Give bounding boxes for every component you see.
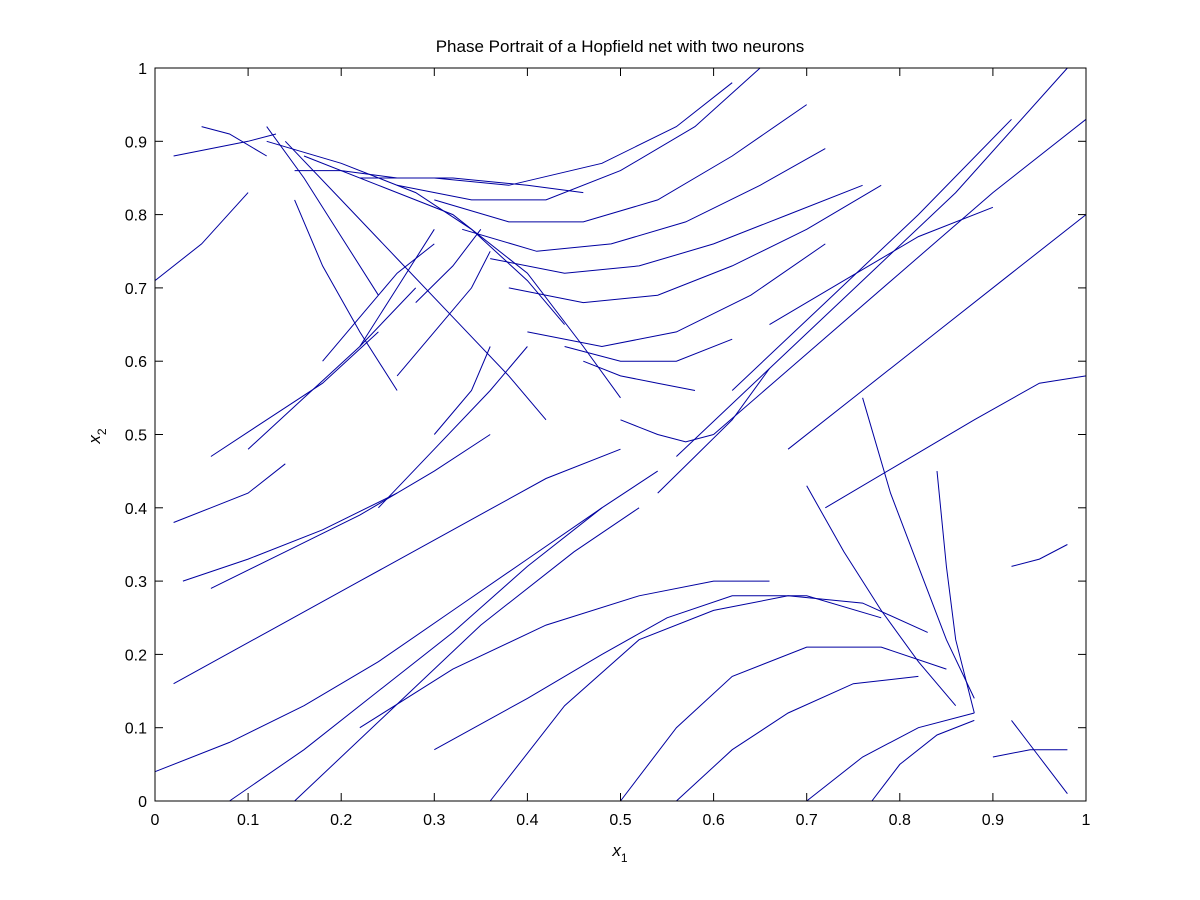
trajectory-line — [769, 206, 994, 326]
x-tick-label: 1 — [1082, 812, 1091, 829]
trajectory-line — [434, 595, 882, 751]
trajectory-line — [201, 126, 267, 157]
trajectory-line — [936, 471, 975, 714]
trajectory-line — [210, 434, 491, 589]
trajectory-line — [806, 485, 957, 707]
x-tick-label: 0.4 — [516, 812, 538, 829]
trajectory-line — [462, 148, 826, 252]
trajectory-line — [489, 595, 928, 802]
chart-title: Phase Portrait of a Hopfield net with tw… — [436, 37, 805, 56]
y-tick-label: 1 — [138, 61, 147, 78]
trajectory-line — [173, 463, 286, 523]
y-tick-label: 0 — [138, 794, 147, 811]
trajectory-line — [825, 375, 1087, 509]
trajectory-line — [713, 118, 1087, 435]
trajectory-line — [490, 184, 863, 274]
y-tick-label: 0.1 — [125, 721, 147, 738]
x-tick-label: 0.3 — [423, 812, 445, 829]
y-tick-label: 0.6 — [125, 354, 147, 371]
trajectory-line — [378, 346, 528, 509]
y-tick-label: 0.8 — [125, 208, 147, 225]
trajectory-line — [294, 199, 398, 391]
trajectory-line — [359, 229, 435, 347]
trajectory-line — [564, 338, 733, 362]
trajectory-line — [657, 368, 770, 494]
x-tick-label: 0 — [151, 812, 160, 829]
y-tick-label: 0.3 — [125, 574, 147, 591]
x-tick-label: 0.5 — [609, 812, 631, 829]
trajectory-line — [303, 155, 621, 399]
trajectory-line — [294, 507, 640, 802]
x-axis-label-base: x — [611, 841, 621, 860]
x-tick-label: 0.2 — [330, 812, 352, 829]
trajectory-line — [359, 82, 733, 186]
y-tick-label: 0.7 — [125, 281, 147, 298]
trajectory-line — [173, 133, 277, 157]
trajectory-line — [583, 360, 696, 391]
trajectory-line — [284, 140, 547, 421]
y-axis-label: x2 — [85, 428, 109, 445]
trajectory-line — [266, 126, 379, 296]
x-tick-label: 0.1 — [237, 812, 259, 829]
trajectory-line — [620, 646, 947, 802]
x-tick-label: 0.8 — [889, 812, 911, 829]
y-tick-label: 0.9 — [125, 134, 147, 151]
trajectory-line — [266, 140, 565, 325]
trajectory-line — [787, 214, 1087, 450]
y-axis-label-subscript: 2 — [95, 428, 109, 435]
trajectory-line — [676, 67, 1068, 457]
trajectory-line — [397, 67, 761, 201]
trajectory-line — [433, 346, 491, 435]
trajectory-line — [396, 251, 491, 377]
trajectory-line — [154, 470, 658, 773]
trajectory-line — [527, 243, 826, 348]
trajectory-line — [1011, 544, 1068, 567]
y-tick-label: 0.4 — [125, 501, 147, 518]
x-tick-label: 0.6 — [702, 812, 724, 829]
trajectory-line — [173, 448, 621, 685]
x-axis-ticks: 0 0.1 0.2 0.3 0.4 0.5 0.6 0.7 0.8 0.9 1 — [151, 68, 1091, 829]
trajectory-line — [1011, 720, 1068, 795]
trajectory-line — [871, 719, 975, 802]
y-tick-label: 0.5 — [125, 428, 147, 445]
trajectory-line — [182, 492, 398, 582]
trajectory-line — [415, 228, 482, 303]
trajectory-line — [322, 243, 435, 362]
trajectory-line — [992, 749, 1068, 758]
trajectory-line — [210, 331, 379, 457]
x-tick-label: 0.9 — [982, 812, 1004, 829]
trajectory-line — [806, 712, 975, 802]
y-tick-label: 0.2 — [125, 647, 147, 664]
x-axis-label: x1 — [611, 841, 628, 865]
trajectory-line — [676, 675, 919, 802]
trajectory-line — [229, 507, 603, 802]
trajectory-line — [508, 184, 882, 304]
trajectory-line — [862, 397, 975, 699]
trajectory-line — [434, 104, 807, 223]
trajectory-line — [359, 580, 770, 729]
trajectory-lines — [154, 67, 1087, 802]
x-tick-label: 0.7 — [796, 812, 818, 829]
trajectory-line — [620, 419, 714, 443]
y-axis-ticks: 0 0.1 0.2 0.3 0.4 0.5 0.6 0.7 0.8 0.9 1 — [125, 61, 1086, 811]
trajectory-line — [731, 118, 1012, 391]
trajectory-line — [154, 192, 249, 281]
trajectory-line — [247, 287, 417, 450]
y-axis-label-base: x — [85, 435, 104, 445]
x-axis-label-subscript: 1 — [621, 851, 628, 865]
